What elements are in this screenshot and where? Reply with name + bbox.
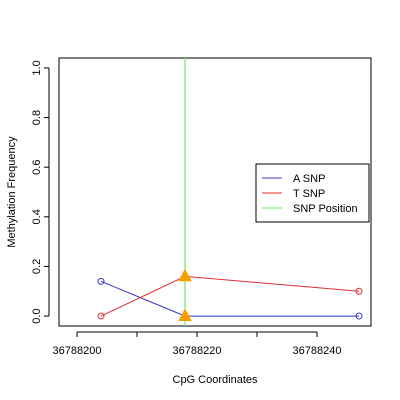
series-line-a-snp (100, 280, 359, 317)
x-tick-label: 36788240 (293, 345, 342, 357)
snp-marker-triangle (178, 308, 192, 321)
axes-layer: 36788200 36788220 36788240 0.0 0.2 0.4 0.6 0.8 1… (31, 60, 342, 357)
data-point-a-snp (355, 312, 363, 320)
legend-label-t-snp: T SNP (293, 188, 325, 200)
y-tick-label: 0.8 (31, 110, 43, 125)
y-tick-label: 0.0 (31, 308, 43, 323)
legend-label-snp-position: SNP Position (293, 203, 358, 215)
x-tick-label: 36788200 (53, 345, 102, 357)
x-tick-label: 36788220 (173, 345, 222, 357)
series-layer (97, 268, 363, 321)
legend-label-a-snp: A SNP (293, 173, 325, 185)
data-point-t-snp (355, 287, 363, 295)
data-point-a-snp (97, 277, 105, 285)
plot-area (58, 57, 372, 327)
y-tick-label: 0.2 (31, 259, 43, 274)
snp-marker-triangle (178, 268, 192, 282)
x-axis-label: CpG Coordinates (173, 374, 258, 386)
y-axis-label: Methylation Frequency (6, 136, 18, 248)
y-tick-label: 1.0 (31, 60, 43, 75)
series-line-t-snp (100, 275, 360, 317)
plot-frame (58, 57, 372, 327)
y-tick-label: 0.4 (31, 209, 43, 224)
legend: A SNP T SNP SNP Position (255, 163, 370, 223)
data-point-t-snp (97, 312, 105, 320)
y-tick-label: 0.6 (31, 160, 43, 175)
